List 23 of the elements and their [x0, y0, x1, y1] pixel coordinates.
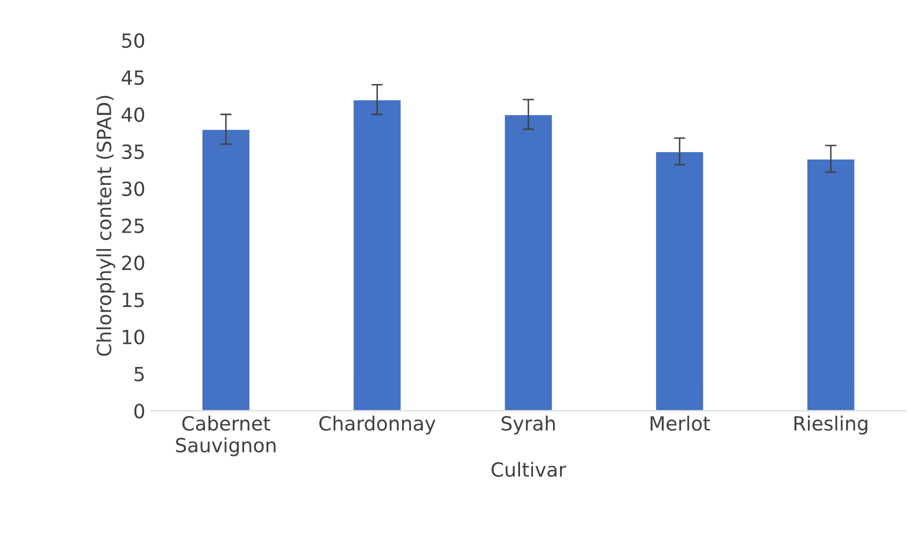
y-tick-label: 30 — [122, 181, 144, 196]
y-tick-label: 0 — [134, 404, 144, 418]
x-tick-label: Riesling — [794, 416, 868, 434]
x-tick-label: Syrah — [502, 416, 555, 434]
bar — [806, 158, 856, 411]
y-tick-label: 35 — [122, 144, 144, 160]
x-axis-title: Cultivar — [492, 462, 566, 477]
bar — [201, 128, 251, 411]
y-axis-title: Chlorophyll content (SPAD) — [96, 96, 116, 356]
y-tick-label: 20 — [122, 256, 144, 270]
y-tick-label: 25 — [122, 218, 144, 234]
y-tick-label: 10 — [122, 330, 144, 344]
bar — [352, 98, 402, 411]
bar — [503, 114, 554, 411]
y-tick-label: 40 — [122, 107, 144, 122]
y-tick-label: 45 — [122, 70, 144, 85]
x-tick-label: Merlot — [650, 416, 710, 431]
bar — [654, 150, 704, 411]
x-tick-label: Chardonnay — [319, 416, 436, 434]
y-tick-label: 15 — [122, 292, 144, 308]
y-tick-label: 5 — [134, 366, 144, 382]
x-tick-label: Cabernet Sauvignon — [176, 416, 276, 456]
y-tick-label: 50 — [122, 33, 144, 48]
